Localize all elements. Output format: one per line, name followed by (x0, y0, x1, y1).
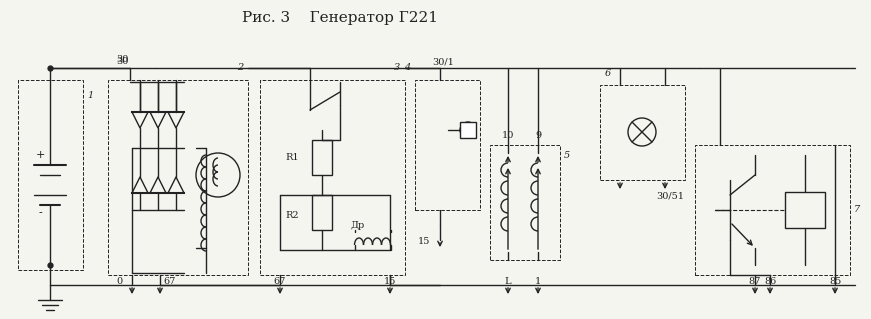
Text: -: - (38, 208, 42, 218)
Text: 4: 4 (404, 63, 410, 72)
Text: 30/1: 30/1 (432, 57, 454, 66)
Text: 86: 86 (764, 278, 776, 286)
Bar (260, 80, 405, 275)
Text: 6: 6 (605, 69, 611, 78)
Text: 5: 5 (564, 151, 571, 160)
Text: 30/51: 30/51 (656, 191, 684, 201)
Text: 10: 10 (502, 130, 514, 139)
Bar (18, 80, 83, 270)
Text: 85: 85 (829, 278, 841, 286)
Bar (490, 145, 560, 260)
Bar (600, 85, 685, 180)
Text: Рис. 3    Генератор Г221: Рис. 3 Генератор Г221 (242, 11, 438, 25)
Text: 15: 15 (417, 238, 430, 247)
Bar (695, 145, 850, 275)
Text: 9: 9 (535, 130, 541, 139)
Text: 3: 3 (394, 63, 400, 72)
Text: 1: 1 (87, 91, 93, 100)
Text: +: + (36, 150, 44, 160)
Text: 7: 7 (854, 205, 861, 214)
Bar (108, 80, 248, 275)
Text: 87: 87 (749, 278, 761, 286)
Text: R1: R1 (285, 153, 299, 162)
Text: 67: 67 (163, 278, 175, 286)
Bar (312, 195, 332, 230)
Text: R2: R2 (285, 211, 299, 219)
Text: Др: Др (350, 220, 364, 229)
Bar (312, 140, 332, 175)
Bar (415, 80, 480, 210)
Text: 67: 67 (273, 278, 287, 286)
Text: 30: 30 (116, 57, 128, 66)
Text: 0: 0 (116, 278, 122, 286)
Text: L: L (504, 278, 511, 286)
Text: 1: 1 (535, 278, 541, 286)
Text: 30: 30 (116, 56, 128, 64)
Text: 15: 15 (384, 278, 396, 286)
Text: 2: 2 (237, 63, 243, 72)
Bar (785, 192, 825, 228)
